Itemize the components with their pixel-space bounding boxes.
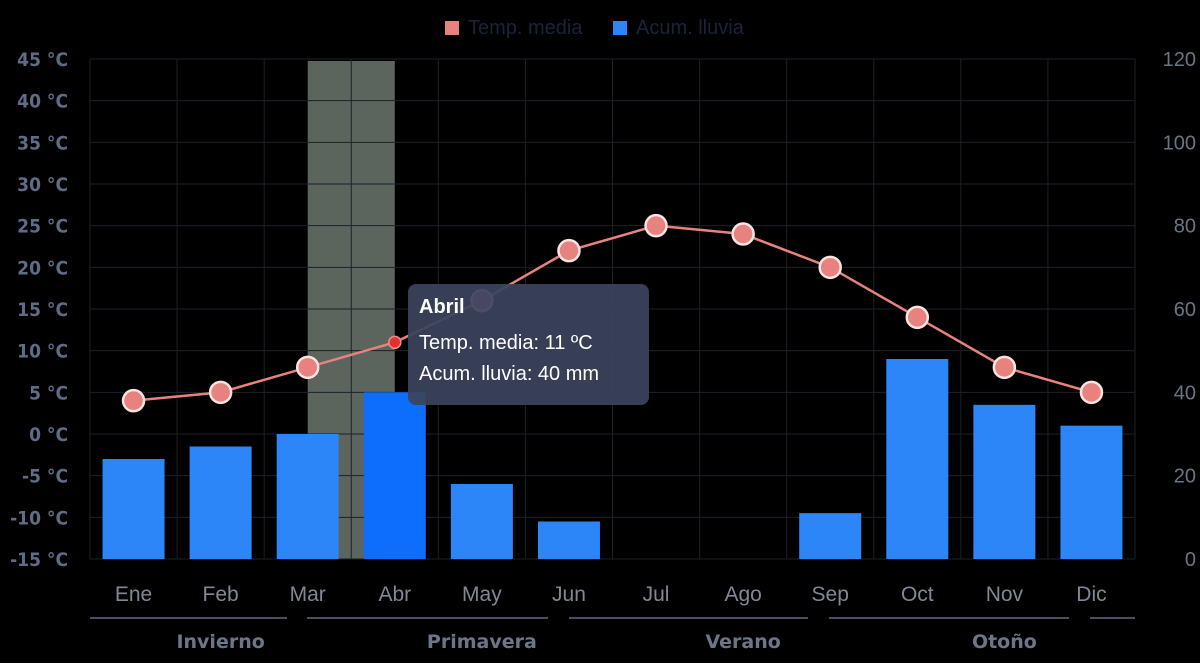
temp-point-feb[interactable] [208, 380, 233, 405]
tooltip-temp-line: Temp. media: 11 ºC [419, 332, 593, 354]
y-left-tick-label: 10 °C [17, 341, 68, 363]
rain-bar-nov[interactable] [973, 404, 1036, 559]
temp-point-sep[interactable] [818, 255, 842, 280]
y-right-tick-label: 100 [1163, 132, 1196, 154]
y-left-tick-label: 20 °C [17, 257, 68, 279]
y-axis-left: 45 °C 40 °C 35 °C 30 °C 25 °C 20 °C 15 °C 10 °C… [10, 49, 68, 571]
chart-tooltip: Abril Temp. media: 11 ºC Acum. lluvia: 4… [408, 284, 649, 405]
legend[interactable]: Temp. media Acum. lluvia [445, 17, 745, 39]
temp-point-jun[interactable] [557, 238, 581, 263]
y-right-tick-label: 20 [1174, 466, 1196, 488]
rain-bar-abr[interactable] [363, 392, 426, 559]
legend-swatch-acum-lluvia [613, 21, 627, 35]
y-left-tick-label: -5 °C [22, 466, 68, 488]
y-right-tick-label: 60 [1174, 299, 1196, 321]
temp-point-ene[interactable] [121, 388, 146, 413]
y-left-tick-label: 45 °C [17, 49, 68, 71]
rain-bar-sep[interactable] [799, 513, 862, 559]
y-right-tick-label: 40 [1174, 382, 1196, 404]
x-tick-label: Jun [552, 583, 586, 606]
season-label-primavera: Primavera [427, 631, 537, 653]
x-tick-label: Abr [378, 583, 411, 606]
x-tick-label: Nov [986, 583, 1024, 606]
x-tick-label: Mar [290, 583, 326, 606]
y-left-tick-label: 40 °C [17, 91, 68, 113]
x-tick-label: Feb [203, 583, 239, 606]
season-label-invierno: Invierno [176, 631, 264, 653]
x-tick-label: Jul [643, 583, 670, 606]
y-axis-right: 120 100 80 60 40 20 0 [1163, 49, 1196, 571]
x-tick-label: Oct [901, 583, 934, 606]
y-right-tick-label: 120 [1163, 49, 1196, 71]
y-left-tick-label: -10 °C [10, 507, 68, 529]
x-axis: Ene Feb Mar Abr May Jun Jul Ago Sep Oct Nov Dic [115, 583, 1107, 606]
x-tick-label: Ago [724, 583, 761, 606]
temp-point-oct[interactable] [905, 305, 930, 330]
season-label-otono: Otoño [972, 631, 1037, 653]
tooltip-rain-line: Acum. lluvia: 40 mm [419, 363, 600, 385]
rain-bar-mar[interactable] [276, 434, 339, 559]
y-right-tick-label: 80 [1174, 216, 1196, 238]
season-label-verano: Verano [705, 631, 780, 653]
y-left-tick-label: 0 °C [29, 424, 68, 446]
tooltip-title: Abril [419, 296, 465, 318]
season-axis: Invierno Primavera Verano Otoño [90, 617, 1135, 653]
y-right-tick-label: 0 [1185, 549, 1196, 571]
rain-bar-feb[interactable] [189, 446, 252, 560]
rain-bar-dic[interactable] [1060, 425, 1123, 559]
y-left-tick-label: 30 °C [17, 174, 68, 196]
temp-point-dic[interactable] [1079, 380, 1104, 405]
x-tick-label: May [462, 583, 502, 606]
y-left-tick-label: 35 °C [17, 132, 68, 154]
rain-bar-may[interactable] [450, 484, 513, 559]
legend-label-temp-media[interactable]: Temp. media [468, 17, 583, 39]
rain-bar-jun[interactable] [537, 521, 600, 560]
temp-point-mar[interactable] [295, 355, 320, 380]
temp-point-ago[interactable] [731, 222, 755, 246]
rain-bar-oct[interactable] [886, 359, 949, 559]
temp-point-jul[interactable] [644, 213, 668, 238]
y-left-tick-label: 25 °C [17, 216, 68, 238]
y-left-tick-label: 5 °C [29, 382, 68, 404]
temp-point-abr[interactable] [388, 335, 402, 350]
x-tick-label: Sep [812, 583, 849, 606]
temp-point-nov[interactable] [992, 355, 1017, 380]
legend-swatch-temp-media [445, 21, 459, 35]
x-tick-label: Dic [1076, 583, 1106, 606]
legend-label-acum-lluvia[interactable]: Acum. lluvia [636, 17, 745, 39]
temp-line [133, 224, 1092, 402]
y-left-tick-label: 15 °C [17, 299, 68, 321]
x-tick-label: Ene [115, 583, 152, 606]
y-left-tick-label: -15 °C [10, 549, 68, 571]
rain-bar-ene[interactable] [102, 459, 165, 559]
